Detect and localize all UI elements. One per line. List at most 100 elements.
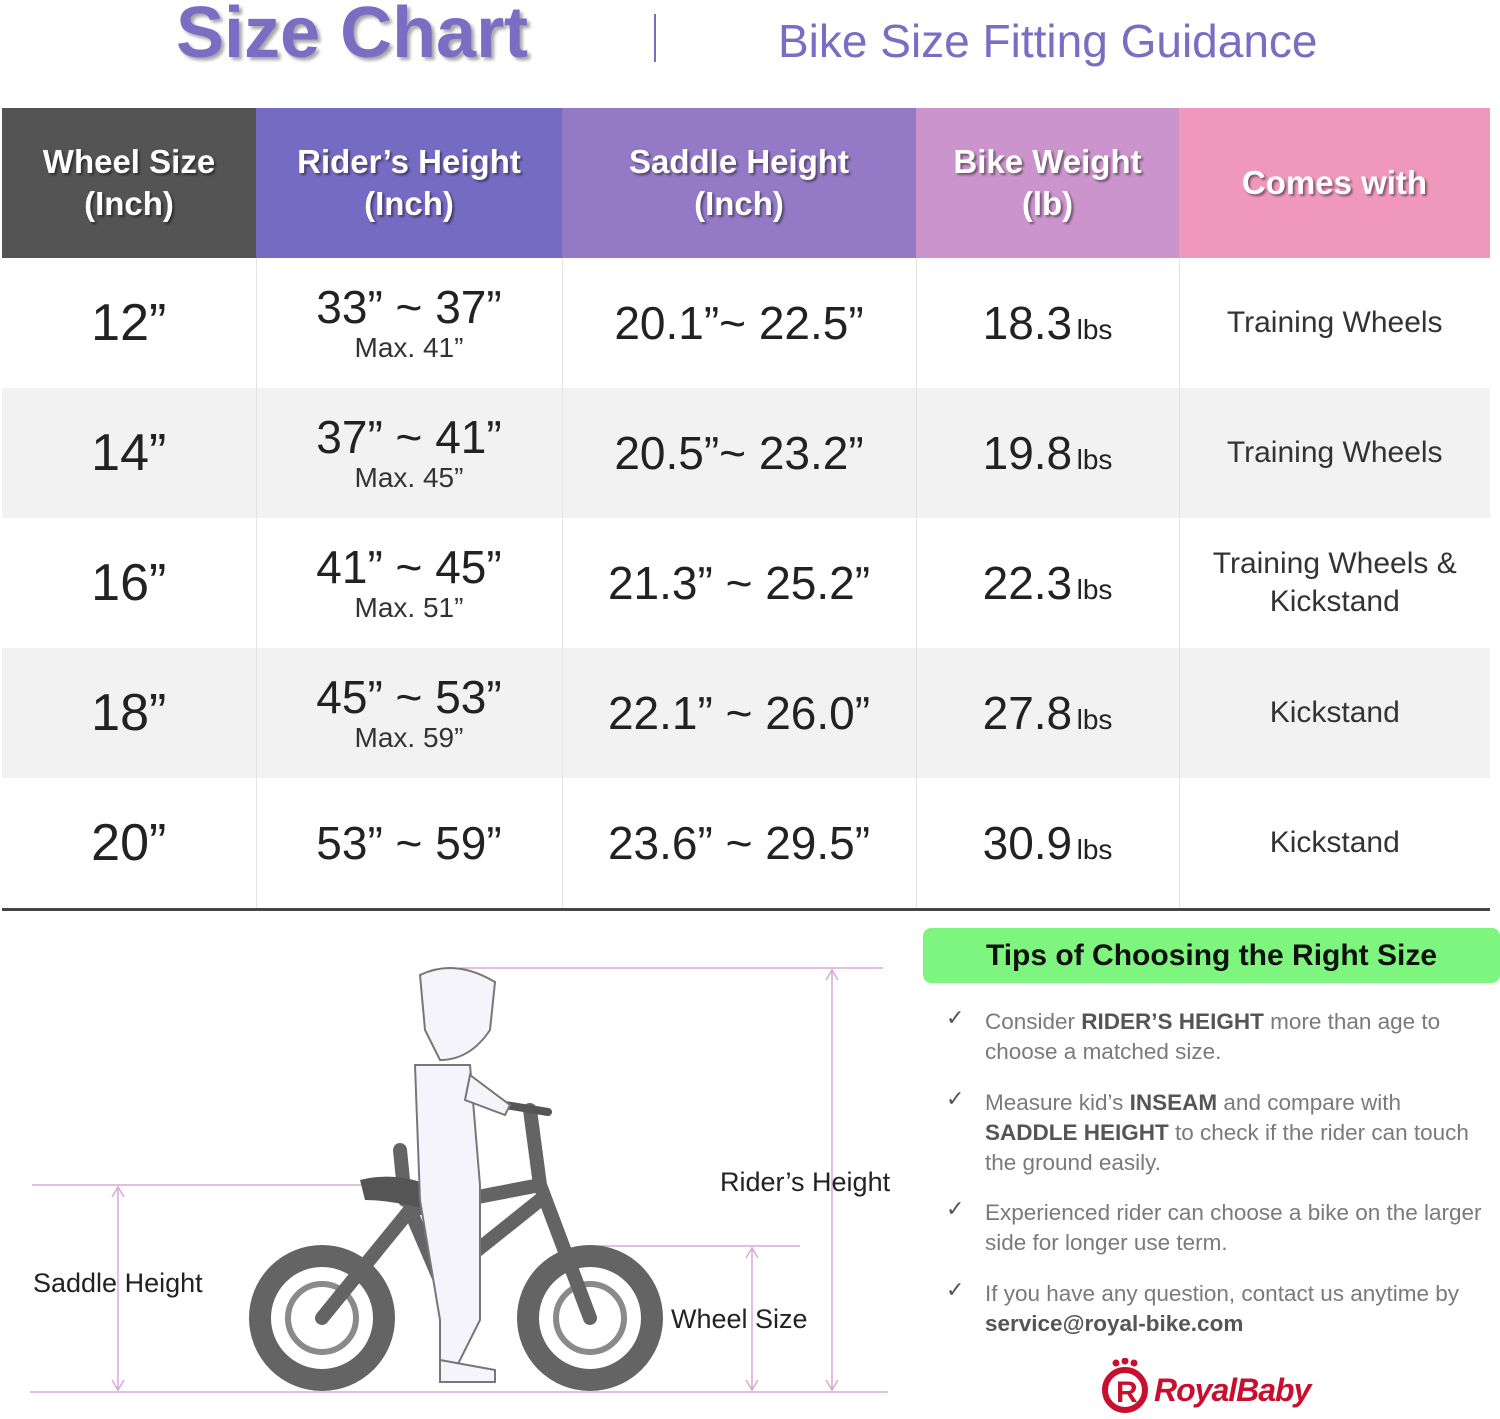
rider-height-range: 33” ~ 37” bbox=[316, 281, 502, 333]
rider-height-cell: 33” ~ 37” Max. 41” bbox=[255, 258, 562, 388]
bike-fitting-illustration bbox=[30, 966, 888, 1393]
tip-text: and compare with bbox=[1217, 1090, 1402, 1115]
bike-weight-cell: 18.3 lbs bbox=[915, 258, 1179, 388]
saddle-height-label: Saddle Height bbox=[33, 1268, 203, 1298]
wheel-size: 12” bbox=[91, 294, 167, 352]
rider-height-range: 53” ~ 59” bbox=[316, 817, 502, 869]
wheel-size-label: Wheel Size bbox=[671, 1304, 808, 1334]
rider-height-cell: 41” ~ 45” Max. 51” bbox=[255, 518, 562, 648]
bike-weight-cell: 19.8 lbs bbox=[915, 388, 1179, 518]
saddle-height-range: 20.1”~ 22.5” bbox=[614, 297, 864, 349]
svg-text:R: R bbox=[1116, 1376, 1138, 1409]
column-header-line1: Bike Weight bbox=[953, 143, 1142, 180]
rider-height-cell: 45” ~ 53” Max. 59” bbox=[255, 648, 562, 778]
table-row: 20” 53” ~ 59” 23.6” ~ 29.5” 30.9 lbs Kicksta… bbox=[2, 778, 1490, 911]
saddle-height-range: 21.3” ~ 25.2” bbox=[607, 557, 871, 609]
tip-item: Measure kid’s INSEAM and compare with SA… bbox=[985, 1088, 1485, 1178]
saddle-height-cell: 20.5”~ 23.2” bbox=[561, 388, 916, 518]
saddle-height-cell: 21.3” ~ 25.2” bbox=[561, 518, 916, 648]
riders-height-label: Rider’s Height bbox=[720, 1167, 891, 1197]
check-icon: ✓ bbox=[946, 1005, 965, 1030]
size-chart-table: Wheel Size (Inch) Rider’s Height (Inch) Sadd… bbox=[2, 108, 1490, 911]
tip-text: Consider bbox=[985, 1009, 1082, 1034]
weight-unit: lbs bbox=[1076, 704, 1113, 735]
column-header-line1: Comes with bbox=[1241, 164, 1428, 201]
rider-height-range: 41” ~ 45” bbox=[316, 541, 502, 593]
table-row: 16” 41” ~ 45” Max. 51” 21.3” ~ 25.2” 22.3 lb… bbox=[2, 518, 1490, 648]
table-row: 12” 33” ~ 37” Max. 41” 20.1”~ 22.5” 18.3 lbs… bbox=[2, 258, 1490, 388]
wheel-size-cell: 18” bbox=[2, 648, 256, 778]
rider-height-max: Max. 59” bbox=[354, 722, 464, 753]
comes-with-cell: Training Wheels bbox=[1178, 388, 1490, 518]
weight-unit: lbs bbox=[1076, 444, 1113, 475]
bike-weight-cell: 30.9 lbs bbox=[915, 778, 1179, 911]
comes-with-line1: Training Wheels & bbox=[1212, 547, 1457, 580]
tip-text: Measure kid’s bbox=[985, 1090, 1130, 1115]
comes-with-cell: Training Wheels bbox=[1178, 258, 1490, 388]
rider-height-max: Max. 41” bbox=[354, 332, 464, 363]
wheel-size-cell: 12” bbox=[2, 258, 256, 388]
comes-with-line1: Kickstand bbox=[1269, 696, 1400, 729]
check-icon: ✓ bbox=[946, 1277, 965, 1302]
column-header: Rider’s Height (Inch) bbox=[256, 108, 562, 258]
column-header: Wheel Size (Inch) bbox=[2, 108, 256, 258]
tip-text: Experienced rider can choose a bike on t… bbox=[985, 1200, 1482, 1255]
royalbaby-logo: R RoyalBaby bbox=[1102, 1357, 1322, 1419]
rider-height-cell: 37” ~ 41” Max. 45” bbox=[255, 388, 562, 518]
table-row: 14” 37” ~ 41” Max. 45” 20.5”~ 23.2” 19.8 lbs… bbox=[2, 388, 1490, 518]
wheel-size: 16” bbox=[91, 554, 167, 612]
child-rider-icon bbox=[413, 966, 512, 1383]
page-title: Size Chart bbox=[176, 0, 529, 73]
svg-text:RoyalBaby: RoyalBaby bbox=[1154, 1372, 1314, 1408]
weight-unit: lbs bbox=[1076, 834, 1113, 865]
title-divider bbox=[654, 14, 656, 62]
tip-item: Consider RIDER’S HEIGHT more than age to… bbox=[985, 1007, 1485, 1067]
tip-emphasis[interactable]: service@royal-bike.com bbox=[985, 1311, 1244, 1336]
comes-with-line1: Training Wheels bbox=[1226, 306, 1443, 339]
rider-height-range: 45” ~ 53” bbox=[316, 671, 502, 723]
tip-emphasis: SADDLE HEIGHT bbox=[985, 1120, 1169, 1145]
wheel-size-cell: 20” bbox=[2, 778, 256, 911]
comes-with-cell: Kickstand bbox=[1178, 648, 1490, 778]
tip-text: to check if the rider can touch the grou… bbox=[985, 1120, 1469, 1175]
bike-weight: 27.8 bbox=[982, 687, 1073, 739]
bike-weight-cell: 27.8 lbs bbox=[915, 648, 1179, 778]
tip-emphasis: RIDER’S HEIGHT bbox=[1081, 1009, 1264, 1034]
column-header-line2: (Inch) bbox=[84, 185, 174, 222]
bike-weight: 22.3 bbox=[982, 557, 1073, 609]
weight-unit: lbs bbox=[1076, 314, 1113, 345]
column-header-line1: Rider’s Height bbox=[297, 143, 521, 180]
rider-height-max: Max. 45” bbox=[354, 462, 464, 493]
column-header: Saddle Height (Inch) bbox=[562, 108, 916, 258]
column-header-line2: (Inch) bbox=[364, 185, 454, 222]
saddle-height-cell: 23.6” ~ 29.5” bbox=[561, 778, 916, 911]
column-header-line1: Wheel Size bbox=[42, 143, 216, 180]
tip-item: Experienced rider can choose a bike on t… bbox=[985, 1198, 1485, 1258]
wheel-size-cell: 16” bbox=[2, 518, 256, 648]
saddle-height-range: 20.5”~ 23.2” bbox=[614, 427, 864, 479]
bike-weight: 30.9 bbox=[982, 817, 1073, 869]
bike-weight: 19.8 bbox=[982, 427, 1073, 479]
rider-height-max: Max. 51” bbox=[354, 592, 464, 623]
wheel-size: 18” bbox=[91, 684, 167, 742]
column-header: Bike Weight (lb) bbox=[916, 108, 1179, 258]
page-subtitle: Bike Size Fitting Guidance bbox=[778, 15, 1318, 67]
weight-unit: lbs bbox=[1076, 574, 1113, 605]
tip-text: more than age to choose a matched size. bbox=[985, 1009, 1441, 1064]
comes-with-line2: Kickstand bbox=[1269, 585, 1400, 618]
saddle-height-cell: 20.1”~ 22.5” bbox=[561, 258, 916, 388]
comes-with-line1: Kickstand bbox=[1269, 826, 1400, 859]
rider-height-range: 37” ~ 41” bbox=[316, 411, 502, 463]
wheel-size-cell: 14” bbox=[2, 388, 256, 518]
column-header-line1: Saddle Height bbox=[628, 143, 850, 180]
check-icon: ✓ bbox=[946, 1086, 965, 1111]
comes-with-line1: Training Wheels bbox=[1226, 436, 1443, 469]
tips-heading: Tips of Choosing the Right Size bbox=[923, 928, 1500, 983]
tip-emphasis: INSEAM bbox=[1129, 1090, 1218, 1115]
comes-with-cell: Training Wheels & Kickstand bbox=[1178, 518, 1490, 648]
rider-height-cell: 53” ~ 59” bbox=[255, 778, 562, 911]
comes-with-cell: Kickstand bbox=[1178, 778, 1490, 911]
saddle-height-range: 22.1” ~ 26.0” bbox=[607, 687, 871, 739]
tip-text: If you have any question, contact us any… bbox=[985, 1281, 1460, 1306]
bike-weight-cell: 22.3 lbs bbox=[915, 518, 1179, 648]
